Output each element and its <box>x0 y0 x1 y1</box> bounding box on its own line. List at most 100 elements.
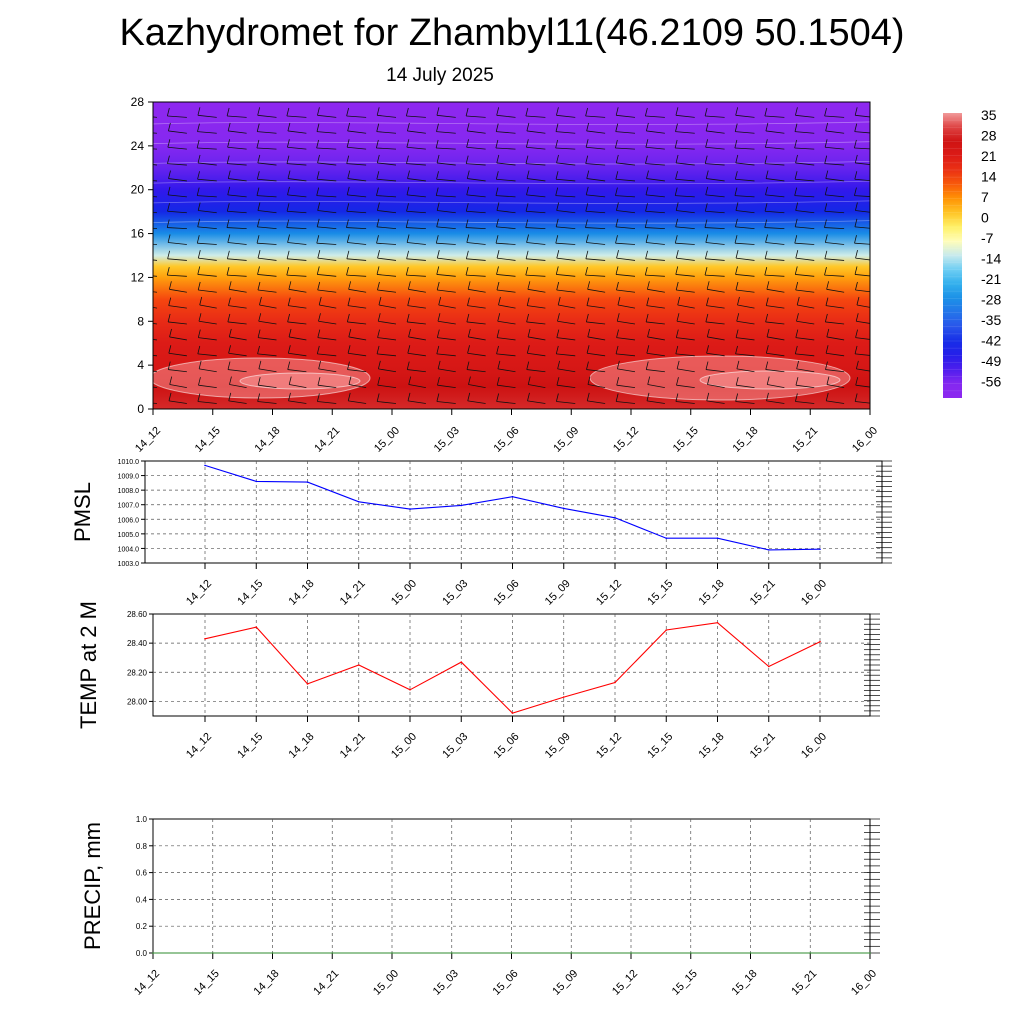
wind-barb-flag <box>406 186 410 195</box>
wind-barb <box>286 115 307 118</box>
wind-barb-flag <box>555 345 559 355</box>
x-tick-label: 14_12 <box>132 968 162 998</box>
wind-barb-flag <box>287 122 291 132</box>
wind-barb <box>705 115 725 118</box>
wind-barb <box>257 178 277 182</box>
data-point <box>152 952 154 954</box>
wind-barb-flag <box>376 107 380 116</box>
x-tick-label: 14_15 <box>192 968 222 998</box>
wind-barb <box>646 242 665 245</box>
wind-barb <box>585 258 606 261</box>
wind-barb-flag <box>197 218 201 227</box>
y-tick-label: 0.8 <box>136 842 148 851</box>
wind-barb <box>376 242 397 245</box>
wind-barb <box>496 178 516 182</box>
x-tick-label: 15_00 <box>372 425 402 455</box>
wind-barb-flag <box>197 266 201 275</box>
wind-barb <box>197 178 217 182</box>
wind-barb-flag <box>824 219 827 228</box>
wind-barb <box>167 258 187 261</box>
wind-barb <box>765 130 785 134</box>
wind-barb-flag <box>228 297 231 306</box>
y-tick-label: 24 <box>131 139 145 153</box>
wind-barb <box>646 178 665 182</box>
wind-barb-flag <box>555 235 559 244</box>
wind-barb-flag <box>734 139 738 149</box>
wind-barb <box>317 162 337 166</box>
wind-barb-flag <box>614 139 618 149</box>
wind-barb <box>226 274 247 277</box>
wind-barb <box>587 288 606 293</box>
wind-barb <box>826 400 845 404</box>
wind-barb-flag <box>526 361 530 370</box>
wind-barb <box>556 401 576 404</box>
y-tick-label: 1009.0 <box>118 474 140 481</box>
wind-barb <box>288 336 307 341</box>
wind-barb-flag <box>287 170 291 179</box>
wind-barb-flag <box>675 329 679 338</box>
x-tick-label: 14_15 <box>193 425 223 455</box>
wind-barb <box>153 227 158 230</box>
wind-barb <box>675 226 695 230</box>
x-tick-label: 15_00 <box>389 731 419 761</box>
data-point <box>614 681 616 684</box>
wind-barb-flag <box>586 361 589 370</box>
wind-barb <box>527 400 546 404</box>
wind-barb <box>528 384 546 389</box>
wind-barb-flag <box>348 376 352 385</box>
wind-barb-flag <box>647 328 650 338</box>
wind-barb <box>198 384 217 389</box>
wind-barb <box>855 289 870 293</box>
wind-barb-flag <box>556 250 560 259</box>
wind-barb-flag <box>168 122 171 132</box>
wind-barb <box>706 178 725 182</box>
wind-barb <box>645 115 665 118</box>
wind-barb-flag <box>585 155 589 164</box>
wind-barb-flag <box>227 139 231 148</box>
wind-barb <box>795 226 815 230</box>
wind-barb-flag <box>406 155 409 164</box>
wind-barb-flag <box>468 376 471 385</box>
wind-barb <box>407 130 426 134</box>
wind-barb <box>197 274 217 277</box>
wind-barb-flag <box>675 218 679 227</box>
wind-barb <box>407 369 426 373</box>
x-tick-label: 16_00 <box>799 731 829 761</box>
wind-barb <box>466 194 486 198</box>
wind-barb <box>167 163 187 166</box>
wind-barb-flag <box>466 234 470 243</box>
wind-barb <box>316 147 337 150</box>
data-point <box>809 952 812 954</box>
wind-barb <box>586 146 606 150</box>
wind-barb <box>436 274 456 277</box>
x-tick-label: 16_00 <box>799 578 829 608</box>
chart-title: Kazhydromet for Zhambyl11(46.2109 50.150… <box>119 12 905 54</box>
wind-barb-flag <box>257 250 261 259</box>
data-point <box>767 665 770 668</box>
y-tick-label: 1008.0 <box>118 488 140 495</box>
wind-barb-flag <box>527 328 531 338</box>
wind-barb <box>675 401 695 404</box>
wind-barb <box>555 147 576 150</box>
wind-barb-flag <box>645 203 648 212</box>
wind-barb <box>794 242 815 245</box>
wind-barb <box>856 368 870 372</box>
y-tick-label: 1005.0 <box>118 532 140 539</box>
wind-barb-flag <box>346 155 350 164</box>
x-tick-label: 15_03 <box>440 731 470 761</box>
wind-barb-flag <box>348 281 352 290</box>
wind-barb <box>585 210 606 214</box>
wind-barb <box>495 195 516 198</box>
wind-barb <box>229 336 247 341</box>
wind-barb <box>256 195 277 198</box>
wind-barb-flag <box>139 377 141 385</box>
wind-barb-flag <box>615 123 619 132</box>
x-tick-label: 14_21 <box>312 425 342 455</box>
wind-barb <box>227 163 247 166</box>
wind-barb <box>347 369 367 373</box>
wind-barb <box>436 114 456 118</box>
wind-barb-flag <box>139 250 141 258</box>
wind-barb <box>258 384 277 389</box>
wind-barb-flag <box>286 250 290 259</box>
wind-barb <box>585 115 606 118</box>
